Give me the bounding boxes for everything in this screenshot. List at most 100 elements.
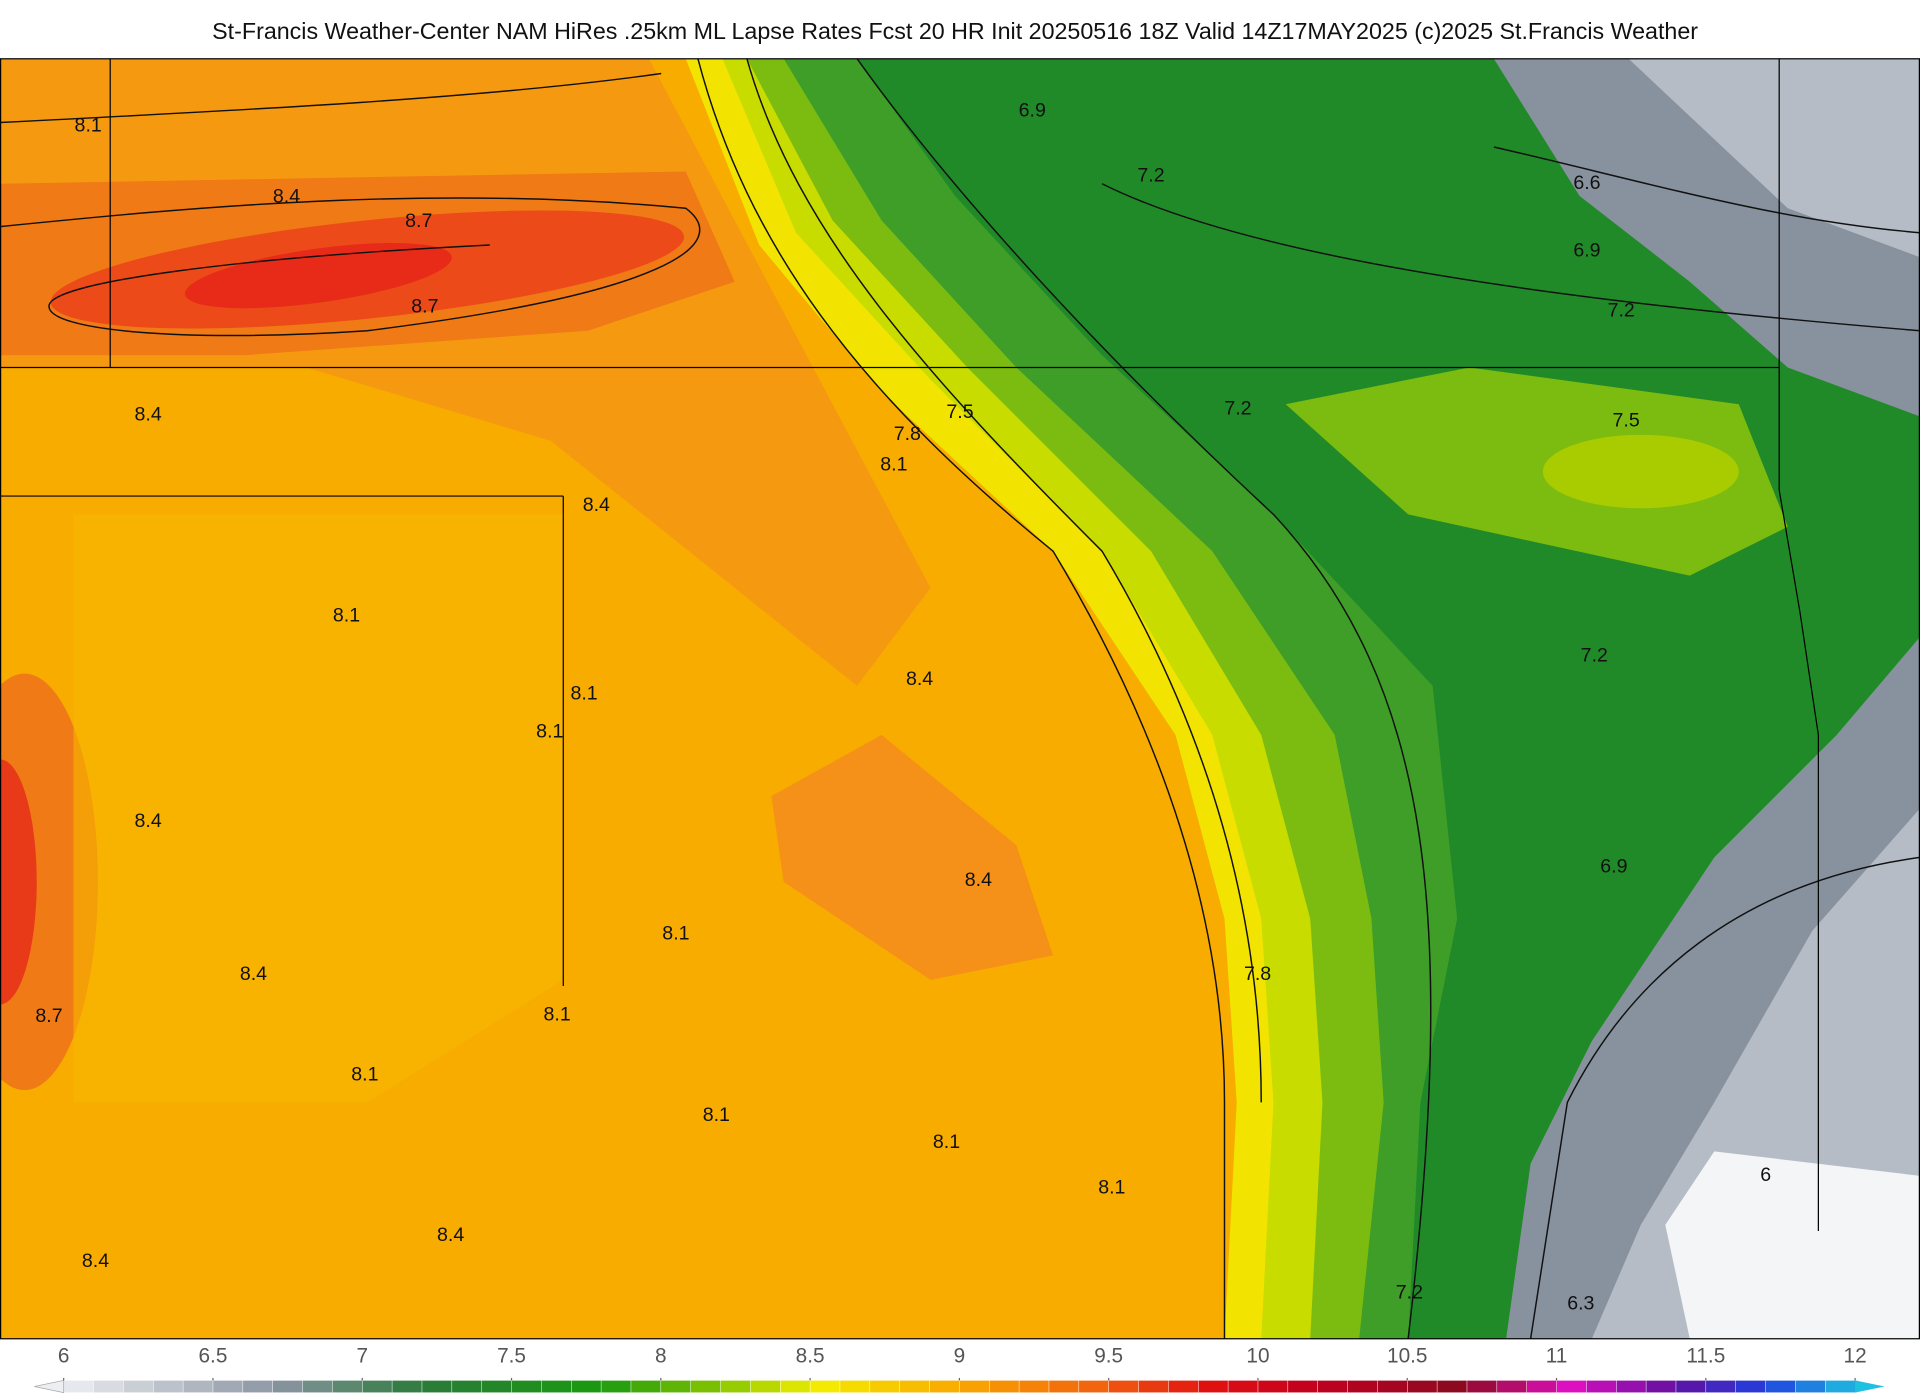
colorbar-segment xyxy=(1795,1380,1827,1393)
colorbar-segment xyxy=(541,1380,573,1393)
colorbar-segment xyxy=(1526,1380,1558,1393)
contour-label: 8.1 xyxy=(662,923,689,945)
contour-label: 8.1 xyxy=(933,1131,960,1153)
colorbar-segment xyxy=(929,1380,961,1393)
colorbar-segment xyxy=(809,1380,841,1393)
colorbar-segment xyxy=(660,1380,692,1393)
colorbar-segment xyxy=(272,1380,304,1393)
contour-label: 7.2 xyxy=(1224,397,1251,419)
colorbar-segment xyxy=(1018,1380,1050,1393)
contour-label: 7.2 xyxy=(1396,1282,1423,1304)
colorbar-segment xyxy=(302,1380,334,1393)
contour-label: 8.4 xyxy=(135,810,162,832)
colorbar-segment xyxy=(1556,1380,1588,1393)
contour-label: 8.7 xyxy=(411,296,438,318)
contour-label: 7.5 xyxy=(1613,410,1640,432)
colorbar-segment xyxy=(1197,1380,1229,1393)
contour-label: 7.5 xyxy=(946,401,973,423)
colorbar-segment xyxy=(1645,1380,1677,1393)
contour-label: 8.4 xyxy=(82,1250,109,1272)
colorbar-segment xyxy=(362,1380,393,1393)
colorbar-segment xyxy=(1735,1380,1767,1393)
colorbar-tick-label: 10.5 xyxy=(1387,1345,1427,1368)
colorbar-segment xyxy=(899,1380,931,1393)
colorbar-segment xyxy=(1825,1380,1856,1393)
colorbar-arrow-high xyxy=(1855,1380,1885,1393)
contours xyxy=(0,58,1920,1339)
colorbar-segment xyxy=(1287,1380,1319,1393)
colorbar-segment xyxy=(690,1380,722,1393)
colorbar-segment xyxy=(780,1380,811,1393)
contour-label: 8.4 xyxy=(273,185,300,207)
colorbar-segment xyxy=(570,1380,602,1393)
contour-label: 6.9 xyxy=(1600,855,1627,877)
colorbar-segment xyxy=(1048,1380,1080,1393)
colorbar-tick-label: 6 xyxy=(58,1345,70,1368)
colorbar-segment xyxy=(1765,1380,1797,1393)
colorbar-segment xyxy=(720,1380,752,1393)
contour-label: 7.2 xyxy=(1608,299,1635,321)
colorbar-segment xyxy=(93,1380,125,1393)
colorbar-tick-label: 6.5 xyxy=(199,1345,228,1368)
colorbar-segment xyxy=(1168,1380,1200,1393)
colorbar-segment xyxy=(451,1380,483,1393)
colorbar-segment xyxy=(600,1380,632,1393)
contour-label: 6.3 xyxy=(1567,1293,1594,1315)
title: St-Francis Weather-Center NAM HiRes .25k… xyxy=(212,18,1698,44)
contour-label: 6.9 xyxy=(1019,100,1046,122)
contour-label: 7.2 xyxy=(1137,165,1164,187)
contour-label: 8.1 xyxy=(880,454,907,476)
colorbar-segment xyxy=(750,1380,782,1393)
colorbar-segment xyxy=(332,1380,364,1393)
colorbar-segment xyxy=(123,1380,155,1393)
colorbar-segment xyxy=(1138,1380,1170,1393)
contour-label: 6.9 xyxy=(1573,239,1600,261)
map-field xyxy=(0,58,1920,1339)
contour-label: 8.1 xyxy=(703,1104,730,1126)
colorbar-tick-label: 9 xyxy=(954,1345,966,1368)
colorbar-segment xyxy=(1377,1380,1409,1393)
contour-label: 8.1 xyxy=(1098,1176,1125,1198)
contour-label: 8.4 xyxy=(135,403,162,425)
colorbar-segment xyxy=(1108,1380,1140,1393)
contour-label: 8.1 xyxy=(536,721,563,743)
contour-label: 8.1 xyxy=(570,683,597,705)
contour-label: 8.4 xyxy=(437,1224,464,1246)
colorbar-segment xyxy=(630,1380,662,1393)
colorbar-tick-label: 11 xyxy=(1546,1345,1568,1368)
contour-label: 8.1 xyxy=(351,1064,378,1086)
contour-label: 7.8 xyxy=(1244,963,1271,985)
contour-label: 8.7 xyxy=(35,1005,62,1027)
colorbar-segment xyxy=(511,1380,543,1393)
contour-label: 8.7 xyxy=(405,210,432,232)
colorbar-segment xyxy=(989,1380,1020,1393)
colorbar-segment xyxy=(1257,1380,1289,1393)
borders xyxy=(0,58,1920,1340)
colorbar-tick-label: 7 xyxy=(356,1345,368,1368)
colorbar-segment xyxy=(1496,1380,1528,1393)
colorbar-arrow-low xyxy=(34,1379,65,1394)
colorbar-tick-label: 12 xyxy=(1844,1345,1867,1368)
colorbar-tick-label: 9.5 xyxy=(1094,1345,1123,1368)
colorbar-segment xyxy=(1705,1380,1737,1393)
colorbar-tick-label: 11.5 xyxy=(1686,1345,1725,1368)
colorbar-segment xyxy=(1675,1380,1707,1393)
colorbar-tick-label: 10 xyxy=(1246,1345,1269,1368)
contour-label: 6.6 xyxy=(1573,172,1600,194)
colorbar-segment xyxy=(1616,1380,1647,1393)
colorbar-segment xyxy=(63,1380,95,1393)
contour-label: 8.4 xyxy=(906,668,933,690)
colorbar-segment xyxy=(391,1380,423,1393)
colorbar-segment xyxy=(1466,1380,1498,1393)
contour-label: 8.4 xyxy=(240,963,267,985)
colorbar-tick-label: 8 xyxy=(655,1345,667,1368)
colorbar-segment xyxy=(1586,1380,1618,1393)
colorbar-tick-label: 8.5 xyxy=(796,1345,825,1368)
colorbar-segment xyxy=(839,1380,871,1393)
colorbar-segment xyxy=(153,1380,184,1393)
contour-label: 8.1 xyxy=(333,604,360,626)
contour-label: 7.8 xyxy=(894,423,921,445)
colorbar-segment xyxy=(1078,1380,1110,1393)
colorbar-segment xyxy=(1227,1380,1259,1393)
